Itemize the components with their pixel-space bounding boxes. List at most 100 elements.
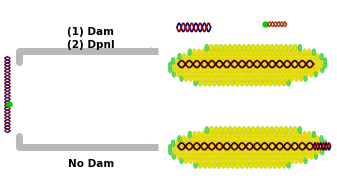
- Ellipse shape: [290, 157, 294, 164]
- Ellipse shape: [264, 153, 268, 160]
- Ellipse shape: [203, 79, 207, 86]
- Ellipse shape: [318, 140, 323, 146]
- Ellipse shape: [189, 157, 193, 164]
- Ellipse shape: [309, 140, 313, 146]
- Ellipse shape: [259, 62, 263, 69]
- Ellipse shape: [205, 66, 209, 73]
- Ellipse shape: [310, 62, 313, 69]
- Ellipse shape: [205, 62, 209, 69]
- Ellipse shape: [306, 66, 310, 73]
- Ellipse shape: [198, 75, 202, 82]
- Ellipse shape: [273, 70, 277, 77]
- Ellipse shape: [228, 126, 232, 134]
- Ellipse shape: [304, 75, 307, 82]
- Ellipse shape: [296, 153, 300, 160]
- Ellipse shape: [282, 161, 286, 168]
- Ellipse shape: [259, 70, 263, 77]
- Ellipse shape: [204, 57, 207, 64]
- Ellipse shape: [224, 148, 227, 155]
- Ellipse shape: [299, 157, 303, 164]
- Ellipse shape: [283, 66, 287, 73]
- Ellipse shape: [246, 144, 250, 151]
- Ellipse shape: [250, 70, 254, 77]
- Ellipse shape: [279, 126, 283, 134]
- Ellipse shape: [231, 57, 235, 64]
- Ellipse shape: [294, 131, 298, 138]
- Ellipse shape: [224, 66, 227, 73]
- Ellipse shape: [227, 70, 231, 77]
- Ellipse shape: [273, 161, 277, 168]
- Ellipse shape: [186, 144, 190, 151]
- Ellipse shape: [237, 44, 241, 51]
- Ellipse shape: [235, 75, 239, 82]
- Ellipse shape: [254, 57, 258, 64]
- Ellipse shape: [291, 57, 295, 64]
- Ellipse shape: [190, 70, 194, 77]
- Ellipse shape: [295, 157, 298, 164]
- Ellipse shape: [237, 62, 241, 69]
- Ellipse shape: [193, 75, 197, 82]
- Ellipse shape: [274, 148, 278, 155]
- Ellipse shape: [269, 62, 272, 69]
- Ellipse shape: [246, 62, 250, 69]
- Ellipse shape: [278, 135, 282, 142]
- Ellipse shape: [274, 53, 278, 60]
- Ellipse shape: [239, 157, 243, 164]
- Ellipse shape: [273, 79, 277, 86]
- Ellipse shape: [265, 148, 269, 155]
- Ellipse shape: [217, 57, 221, 64]
- Ellipse shape: [241, 70, 245, 77]
- Ellipse shape: [323, 57, 327, 64]
- Ellipse shape: [233, 44, 237, 51]
- Ellipse shape: [219, 126, 223, 134]
- Ellipse shape: [283, 53, 287, 60]
- Ellipse shape: [279, 148, 283, 155]
- Ellipse shape: [212, 75, 216, 82]
- Ellipse shape: [187, 53, 190, 60]
- Ellipse shape: [194, 57, 198, 64]
- Ellipse shape: [259, 153, 263, 160]
- Ellipse shape: [305, 144, 309, 151]
- Ellipse shape: [196, 135, 200, 142]
- Ellipse shape: [305, 153, 309, 160]
- Ellipse shape: [180, 57, 184, 64]
- Ellipse shape: [208, 140, 212, 146]
- Ellipse shape: [255, 62, 259, 69]
- Ellipse shape: [209, 70, 213, 77]
- Ellipse shape: [191, 53, 195, 60]
- Ellipse shape: [233, 66, 237, 73]
- Ellipse shape: [287, 53, 292, 60]
- Ellipse shape: [212, 157, 216, 164]
- Ellipse shape: [285, 157, 289, 164]
- Ellipse shape: [272, 140, 276, 146]
- Ellipse shape: [191, 148, 195, 155]
- Ellipse shape: [274, 44, 279, 51]
- Ellipse shape: [234, 131, 238, 138]
- Ellipse shape: [282, 62, 286, 69]
- Ellipse shape: [273, 153, 277, 160]
- Ellipse shape: [220, 49, 224, 56]
- Ellipse shape: [177, 144, 181, 151]
- Ellipse shape: [290, 75, 294, 82]
- Ellipse shape: [314, 144, 318, 151]
- Ellipse shape: [286, 70, 290, 77]
- Ellipse shape: [177, 70, 180, 77]
- Ellipse shape: [178, 135, 181, 142]
- Ellipse shape: [200, 144, 204, 151]
- Ellipse shape: [205, 144, 209, 151]
- Ellipse shape: [227, 62, 232, 69]
- Ellipse shape: [301, 62, 304, 69]
- Ellipse shape: [273, 144, 277, 151]
- Ellipse shape: [311, 66, 315, 73]
- Ellipse shape: [307, 131, 311, 138]
- Ellipse shape: [251, 135, 255, 142]
- Ellipse shape: [176, 57, 180, 64]
- Ellipse shape: [257, 49, 261, 56]
- Ellipse shape: [203, 75, 207, 82]
- Ellipse shape: [229, 131, 233, 138]
- Ellipse shape: [306, 148, 310, 155]
- Ellipse shape: [210, 135, 213, 142]
- Ellipse shape: [223, 62, 227, 69]
- Ellipse shape: [265, 66, 269, 73]
- Ellipse shape: [315, 135, 319, 142]
